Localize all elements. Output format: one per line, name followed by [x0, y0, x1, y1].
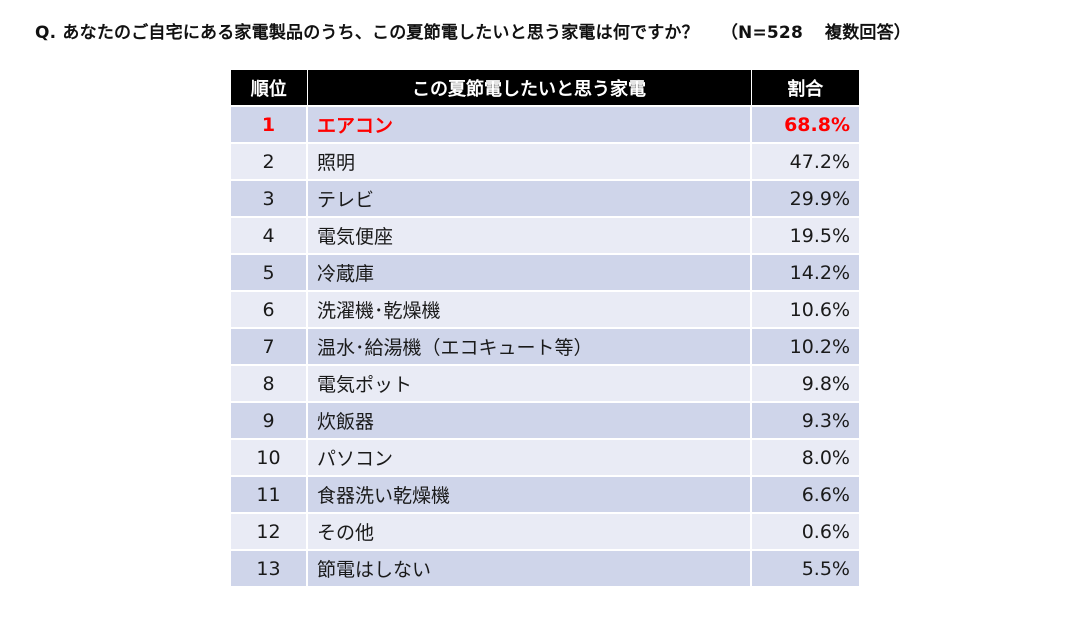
table-row: 10 パソコン 8.0% — [231, 438, 859, 476]
row-rank: 3 — [231, 179, 308, 217]
row-rank: 12 — [231, 512, 308, 550]
row-share: 10.2% — [750, 327, 859, 365]
table-row: 6 洗濯機･乾燥機 10.6% — [231, 290, 859, 328]
row-share: 29.9% — [750, 179, 859, 217]
row-item: 電気便座 — [306, 216, 752, 254]
row-share: 8.0% — [750, 438, 859, 476]
row-item: テレビ — [306, 179, 752, 217]
table-row: 3 テレビ 29.9% — [231, 179, 859, 217]
question-text: Q. あなたのご自宅にある家電製品のうち、この夏節電したいと思う家電は何ですか？ — [35, 23, 699, 43]
header-item: この夏節電したいと思う家電 — [306, 70, 752, 106]
row-share: 9.3% — [750, 401, 859, 439]
row-rank: 2 — [231, 142, 308, 180]
row-share: 0.6% — [750, 512, 859, 550]
row-item: 節電はしない — [306, 549, 752, 586]
row-share: 14.2% — [750, 253, 859, 291]
table-row: 7 温水･給湯機（エコキュート等） 10.2% — [231, 327, 859, 365]
row-item: 電気ポット — [306, 364, 752, 402]
table-row: 5 冷蔵庫 14.2% — [231, 253, 859, 291]
table-row: 12 その他 0.6% — [231, 512, 859, 550]
table-row: 4 電気便座 19.5% — [231, 216, 859, 254]
table-row: 1 エアコン 68.8% — [231, 105, 859, 143]
row-rank: 13 — [231, 549, 308, 586]
survey-question: Q. あなたのご自宅にある家電製品のうち、この夏節電したいと思う家電は何ですか？… — [35, 18, 911, 43]
row-rank: 7 — [231, 327, 308, 365]
answer-note: 複数回答） — [825, 23, 911, 43]
table-header-row: 順位 この夏節電したいと思う家電 割合 — [231, 70, 859, 106]
row-rank: 11 — [231, 475, 308, 513]
row-rank: 4 — [231, 216, 308, 254]
row-item: 炊飯器 — [306, 401, 752, 439]
row-rank: 6 — [231, 290, 308, 328]
row-item: 洗濯機･乾燥機 — [306, 290, 752, 328]
row-item: 照明 — [306, 142, 752, 180]
row-share: 68.8% — [750, 105, 859, 143]
sample-size: （N=528 — [720, 23, 803, 43]
row-share: 5.5% — [750, 549, 859, 586]
row-rank: 9 — [231, 401, 308, 439]
row-rank: 1 — [231, 105, 308, 143]
table-row: 13 節電はしない 5.5% — [231, 549, 859, 586]
header-rank: 順位 — [231, 70, 308, 106]
row-item: その他 — [306, 512, 752, 550]
ranking-table: 順位 この夏節電したいと思う家電 割合 1 エアコン 68.8% 2 照明 47… — [231, 70, 859, 586]
row-share: 19.5% — [750, 216, 859, 254]
row-item: 温水･給湯機（エコキュート等） — [306, 327, 752, 365]
row-share: 9.8% — [750, 364, 859, 402]
row-share: 47.2% — [750, 142, 859, 180]
table-row: 8 電気ポット 9.8% — [231, 364, 859, 402]
row-share: 10.6% — [750, 290, 859, 328]
header-share: 割合 — [750, 70, 859, 106]
row-item: パソコン — [306, 438, 752, 476]
row-item: 食器洗い乾燥機 — [306, 475, 752, 513]
row-item: エアコン — [306, 105, 752, 143]
table-row: 2 照明 47.2% — [231, 142, 859, 180]
table-row: 11 食器洗い乾燥機 6.6% — [231, 475, 859, 513]
row-rank: 5 — [231, 253, 308, 291]
row-rank: 10 — [231, 438, 308, 476]
row-item: 冷蔵庫 — [306, 253, 752, 291]
row-share: 6.6% — [750, 475, 859, 513]
row-rank: 8 — [231, 364, 308, 402]
table-row: 9 炊飯器 9.3% — [231, 401, 859, 439]
